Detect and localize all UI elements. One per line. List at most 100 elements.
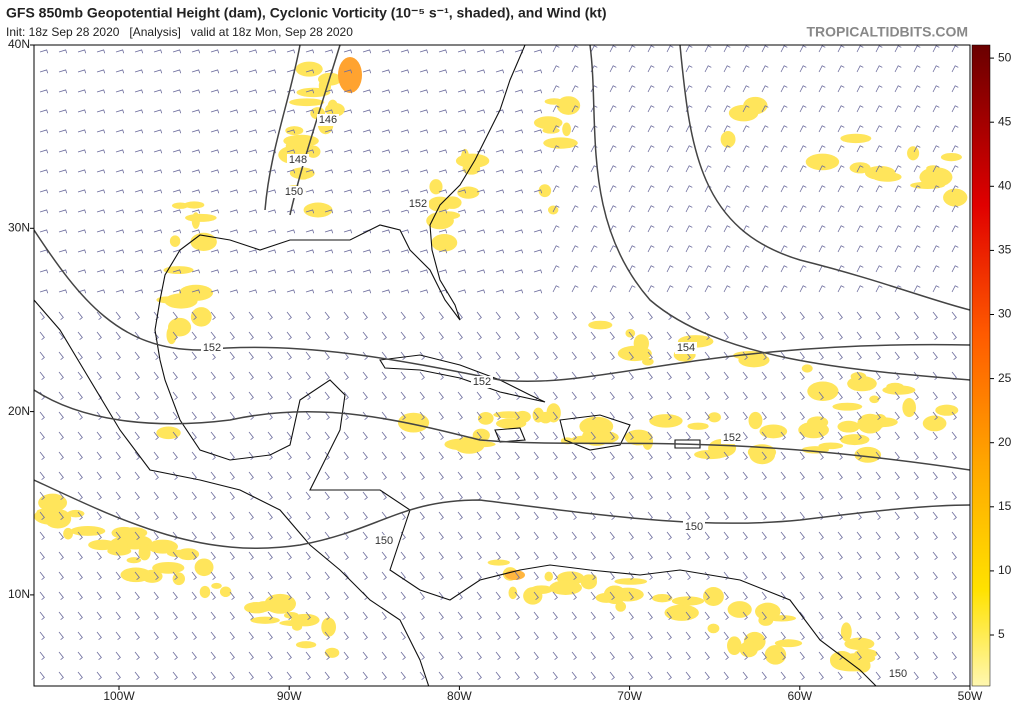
wind-barb bbox=[210, 431, 216, 440]
wind-barb bbox=[96, 551, 102, 560]
vorticity-blob bbox=[219, 586, 232, 598]
wind-barb bbox=[913, 205, 921, 213]
wind-barb bbox=[115, 351, 121, 360]
wind-barb bbox=[533, 611, 539, 620]
wind-barb bbox=[761, 651, 767, 660]
wind-barb bbox=[438, 611, 444, 620]
vorticity-blob bbox=[543, 137, 578, 149]
wind-barb bbox=[799, 125, 807, 133]
wind-barb bbox=[609, 245, 617, 253]
wind-barb bbox=[799, 265, 807, 273]
vorticity-blob bbox=[194, 558, 214, 577]
wind-barb bbox=[286, 671, 292, 680]
wind-barb bbox=[305, 69, 315, 74]
wind-barb bbox=[514, 671, 520, 680]
wind-barb bbox=[666, 611, 672, 620]
wind-barb bbox=[438, 189, 448, 194]
wind-barb bbox=[628, 551, 634, 560]
wind-barb bbox=[647, 65, 655, 73]
wind-barb bbox=[210, 511, 216, 520]
vorticity-blob bbox=[443, 196, 462, 209]
wind-barb bbox=[96, 651, 102, 660]
wind-barb bbox=[723, 45, 731, 53]
wind-barb bbox=[191, 551, 197, 560]
wind-barb bbox=[761, 285, 769, 293]
wind-barb bbox=[685, 185, 693, 193]
wind-barb bbox=[590, 571, 596, 580]
wind-barb bbox=[685, 631, 691, 640]
wind-barb bbox=[951, 511, 957, 520]
wind-barb bbox=[647, 631, 653, 640]
wind-barb bbox=[837, 391, 843, 400]
wind-barb bbox=[438, 249, 448, 254]
wind-barb bbox=[39, 451, 45, 460]
wind-barb bbox=[818, 551, 824, 560]
wind-barb bbox=[267, 651, 273, 660]
wind-barb bbox=[134, 311, 140, 320]
vorticity-blob bbox=[614, 578, 648, 585]
wind-barb bbox=[780, 225, 788, 233]
wind-barb bbox=[780, 331, 786, 340]
wind-barb bbox=[324, 391, 330, 400]
wind-barb bbox=[476, 351, 482, 360]
wind-barb bbox=[875, 391, 881, 400]
wind-barb bbox=[362, 69, 372, 74]
wind-barb bbox=[324, 331, 330, 340]
wind-barb bbox=[286, 411, 292, 420]
wind-barb bbox=[343, 289, 353, 294]
wind-barb bbox=[400, 651, 406, 660]
wind-barb bbox=[305, 631, 311, 640]
vorticity-blob bbox=[588, 574, 597, 584]
wind-barb bbox=[77, 391, 83, 400]
wind-barb bbox=[419, 89, 429, 94]
vorticity-blob bbox=[671, 596, 705, 606]
vorticity-blob bbox=[651, 593, 673, 603]
vorticity-blob bbox=[556, 96, 581, 115]
wind-barb bbox=[267, 311, 273, 320]
wind-barb bbox=[875, 651, 881, 660]
wind-barb bbox=[514, 229, 524, 234]
wind-barb bbox=[609, 451, 615, 460]
wind-barb bbox=[552, 611, 558, 620]
wind-barb bbox=[39, 571, 45, 580]
wind-barb bbox=[457, 289, 467, 294]
wind-barb bbox=[856, 531, 862, 540]
vorticity-blob bbox=[324, 647, 340, 658]
wind-barb bbox=[590, 411, 596, 420]
wind-barb bbox=[514, 511, 520, 520]
wind-barb bbox=[362, 249, 372, 254]
wind-barb bbox=[533, 189, 543, 194]
wind-barb bbox=[229, 631, 235, 640]
wind-barb bbox=[647, 531, 653, 540]
wind-barb bbox=[134, 249, 144, 254]
wind-barb bbox=[419, 311, 425, 320]
colorbar-label: 5 bbox=[998, 627, 1005, 641]
wind-barb bbox=[628, 185, 636, 193]
wind-barb bbox=[77, 149, 87, 154]
wind-barb bbox=[457, 571, 463, 580]
wind-barb bbox=[647, 491, 653, 500]
wind-barb bbox=[932, 411, 938, 420]
wind-barb bbox=[191, 109, 201, 114]
wind-barb bbox=[590, 165, 598, 173]
wind-barb bbox=[818, 391, 824, 400]
wind-barb bbox=[723, 125, 731, 133]
wind-barb bbox=[248, 169, 258, 174]
wind-barb bbox=[362, 611, 368, 620]
wind-barb bbox=[286, 331, 292, 340]
wind-barb bbox=[571, 431, 577, 440]
wind-barb bbox=[476, 611, 482, 620]
wind-barb bbox=[324, 269, 334, 274]
wind-barb bbox=[77, 491, 83, 500]
wind-barb bbox=[875, 65, 883, 73]
wind-barb bbox=[248, 491, 254, 500]
wind-barb bbox=[875, 311, 881, 320]
wind-barb bbox=[609, 285, 617, 293]
wind-barb bbox=[457, 511, 463, 520]
wind-barb bbox=[153, 431, 159, 440]
wind-barb bbox=[191, 189, 201, 194]
wind-barb bbox=[438, 229, 448, 234]
vorticity-shading bbox=[34, 57, 968, 673]
wind-barb bbox=[438, 491, 444, 500]
wind-barb bbox=[77, 471, 83, 480]
